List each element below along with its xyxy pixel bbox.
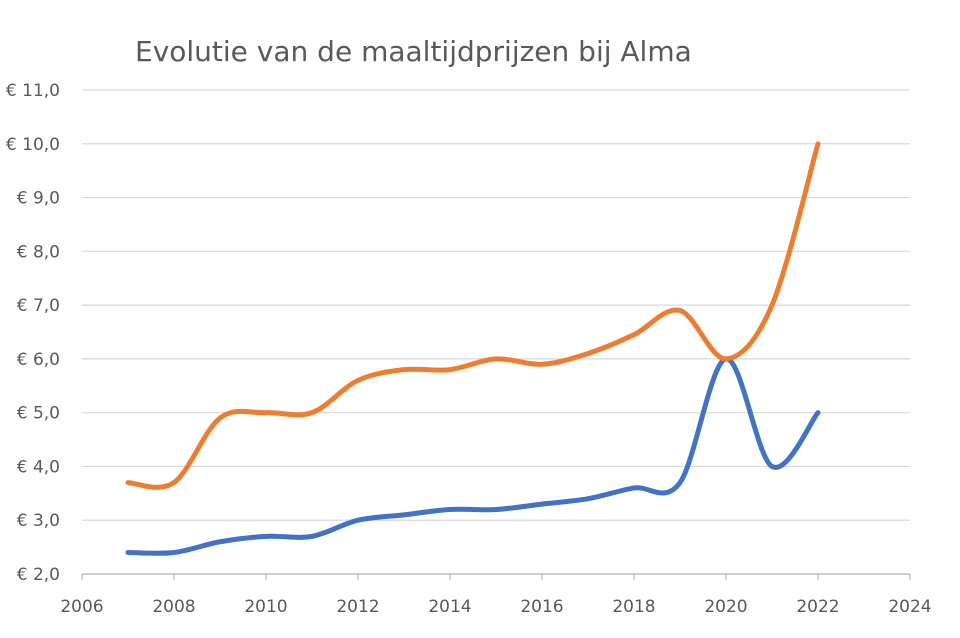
y-tick-label: € 9,0 xyxy=(17,189,60,209)
x-tick-label: 2008 xyxy=(152,597,195,617)
x-tick-label: 2006 xyxy=(60,597,103,617)
y-tick-label: € 2,0 xyxy=(17,565,60,585)
x-tick-label: 2018 xyxy=(612,597,655,617)
series-line-blue xyxy=(125,356,821,556)
y-tick-label: € 8,0 xyxy=(17,242,60,262)
y-tick-label: € 7,0 xyxy=(17,296,60,316)
x-tick-label: 2016 xyxy=(520,597,563,617)
chart-title: Evolutie van de maaltijdprijzen bij Alma xyxy=(135,35,692,68)
y-tick-label: € 6,0 xyxy=(17,350,60,370)
y-tick-label: € 4,0 xyxy=(17,457,60,477)
x-tick-label: 2020 xyxy=(704,597,747,617)
x-axis-tick-labels: 2006 2008 2010 2012 2014 2016 2018 2020 2022 2024 xyxy=(60,597,931,617)
y-tick-label: € 10,0 xyxy=(6,135,60,155)
y-axis-tick-labels: € 2,0 € 3,0 € 4,0 € 5,0 € 6,0 € 7,0 € 8,0 € 9,0… xyxy=(6,81,60,585)
x-tick-label: 2022 xyxy=(796,597,839,617)
x-axis xyxy=(81,573,911,580)
gridlines xyxy=(82,89,910,521)
x-tick-label: 2014 xyxy=(428,597,471,617)
x-tick-label: 2010 xyxy=(244,597,287,617)
series-lines xyxy=(125,141,821,556)
series-line-orange xyxy=(125,141,821,490)
x-tick-label: 2012 xyxy=(336,597,379,617)
y-tick-label: € 11,0 xyxy=(6,81,60,101)
y-tick-label: € 5,0 xyxy=(17,404,60,424)
y-tick-label: € 3,0 xyxy=(17,511,60,531)
x-tick-label: 2024 xyxy=(888,597,931,617)
